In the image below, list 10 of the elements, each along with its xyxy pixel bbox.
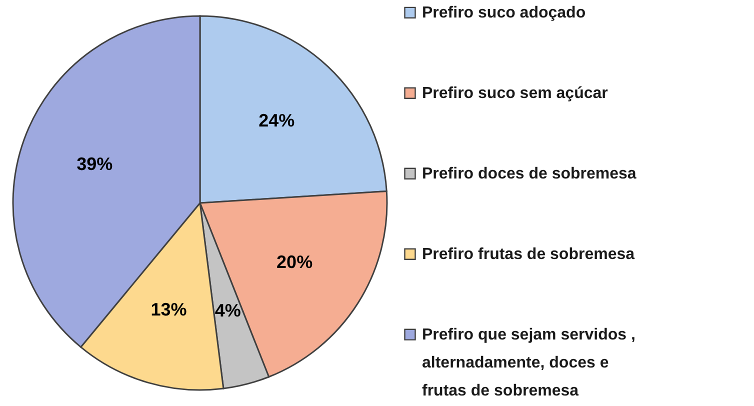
data-label: 24% [258,110,295,130]
data-label: 20% [276,252,313,272]
legend-label: Prefiro suco adoçado [422,4,586,22]
legend-label: Prefiro doces de sobremesa [422,166,636,183]
legend-label: Prefiro suco sem açúcar [422,85,608,102]
data-label: 39% [76,154,113,174]
data-label: 13% [150,300,187,320]
legend-label: Prefiro que sejam servidos , alternadamente, doces e frutas de sobremesa [422,326,636,400]
legend-label: Prefiro frutas de sobremesa [422,246,635,264]
data-label: 4% [214,300,241,320]
